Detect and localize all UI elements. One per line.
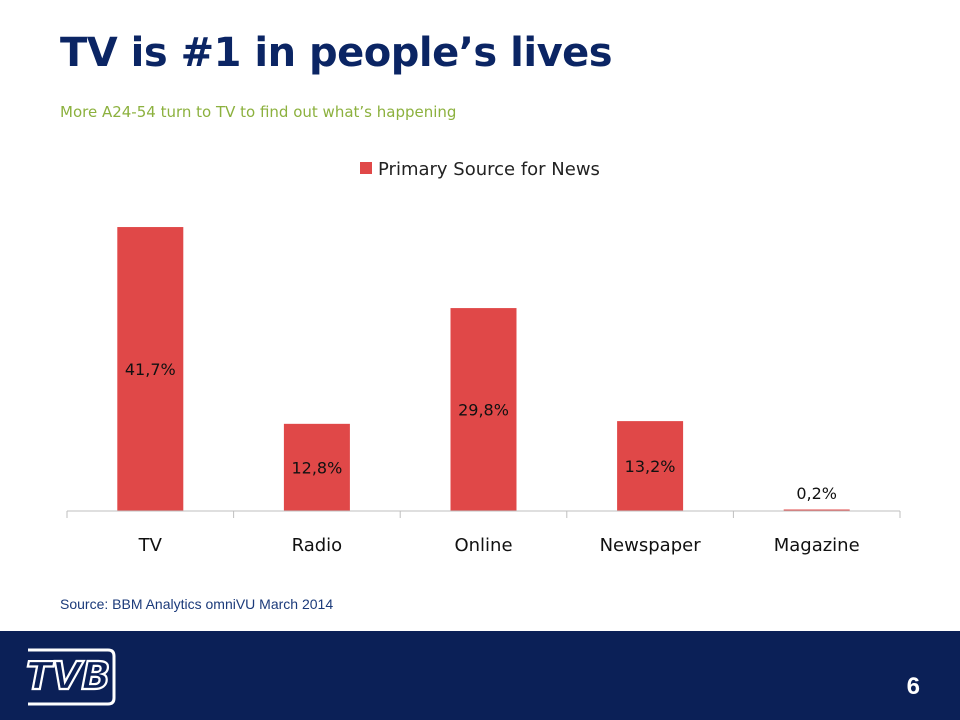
x-tick-label-magazine: Magazine [774,535,860,556]
slide-title: TV is #1 in people’s lives [60,30,613,76]
chart-legend: Primary Source for News [360,159,600,180]
footer-bar: TVB 6 [0,631,960,720]
bar-radio [283,423,350,511]
x-axis: TV Radio Online Newspaper Magazine [66,510,901,556]
x-tick-label-tv: TV [138,535,163,556]
bar-group: 41,7% 12,8% 29,8% 13,2% 0,2% [117,227,850,511]
data-label-magazine: 0,2% [796,484,837,503]
data-label-newspaper: 13,2% [625,457,676,476]
x-tick-label-newspaper: Newspaper [600,535,702,556]
tvb-logo-icon: TVB [25,648,116,706]
bar-chart: Primary Source for News 41,7% 12,8% 29,8% 1… [66,159,901,556]
bar-newspaper [617,421,684,511]
data-label-tv: 41,7% [125,360,176,379]
legend-swatch [360,162,372,174]
slide-subtitle: More A24-54 turn to TV to find out what’… [60,103,457,121]
data-label-radio: 12,8% [291,458,342,477]
x-tick-label-radio: Radio [292,535,343,556]
source-note: Source: BBM Analytics omniVU March 2014 [60,596,334,612]
bar-online [450,308,517,511]
data-label-online: 29,8% [458,401,509,420]
bar-tv [117,227,184,511]
x-tick-label-online: Online [454,535,512,556]
page-number: 6 [906,673,920,700]
svg-text:TVB: TVB [26,654,110,698]
legend-label: Primary Source for News [378,159,600,180]
bar-magazine [783,509,850,511]
